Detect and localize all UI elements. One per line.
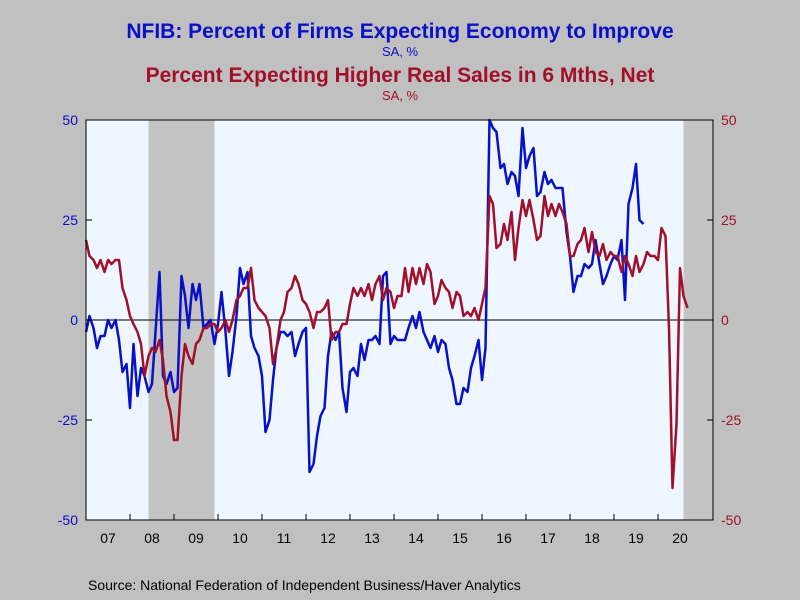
x-tick-label: 16 (496, 530, 512, 546)
left-tick-label: 0 (70, 312, 78, 328)
x-tick-label: 07 (100, 530, 116, 546)
x-tick-label: 15 (452, 530, 468, 546)
x-tick-label: 10 (232, 530, 248, 546)
x-tick-label: 09 (188, 530, 204, 546)
x-tick-label: 20 (672, 530, 688, 546)
series-line-1 (84, 118, 645, 474)
x-tick-label: 08 (144, 530, 160, 546)
x-tick-label: 18 (584, 530, 600, 546)
right-tick-label: -50 (721, 512, 741, 528)
x-tick-label: 17 (540, 530, 556, 546)
right-tick-label: 25 (721, 212, 737, 228)
axes: -50 -50 -25 -25 0 0 25 25 50 50 07 08 09 10 11 12 13 14 15… (58, 112, 742, 546)
x-tick-label: 12 (320, 530, 336, 546)
right-tick-label: 50 (721, 112, 737, 128)
left-tick-label: -50 (58, 512, 78, 528)
x-tick-label: 13 (364, 530, 380, 546)
series-layer (84, 118, 689, 490)
right-tick-label: 0 (721, 312, 729, 328)
right-tick-label: -25 (721, 412, 741, 428)
source-note: Source: National Federation of Independe… (88, 577, 521, 593)
x-tick-label: 11 (277, 530, 292, 546)
left-tick-label: 25 (62, 212, 78, 228)
series-line-2 (84, 194, 689, 490)
left-tick-label: -25 (58, 412, 78, 428)
chart-title-2: Percent Expecting Higher Real Sales in 6… (145, 64, 655, 87)
x-tick-label: 14 (408, 530, 424, 546)
chart-subtitle-2: SA, % (381, 88, 419, 103)
chart-subtitle-1: SA, % (381, 44, 419, 59)
x-tick-label: 19 (628, 530, 644, 546)
left-tick-label: 50 (62, 112, 78, 128)
chart-title-1: NFIB: Percent of Firms Expecting Economy… (126, 20, 674, 43)
